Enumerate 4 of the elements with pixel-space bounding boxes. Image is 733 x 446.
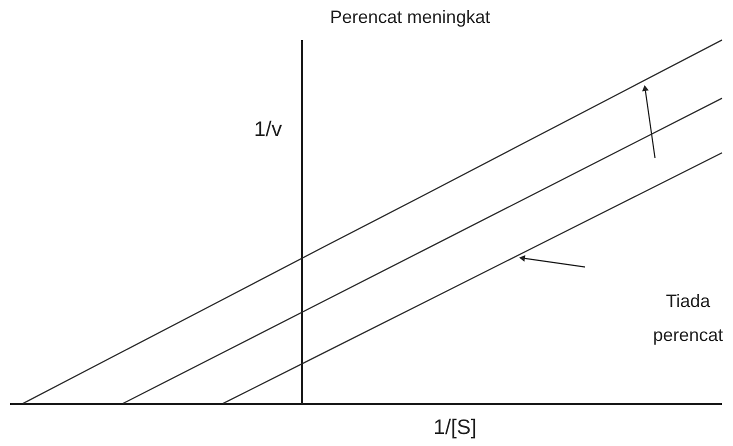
text: Perencat meningkat bbox=[330, 7, 490, 27]
annotation: Tiada perencat bbox=[652, 291, 724, 345]
y-axis-title: 1/v bbox=[254, 118, 283, 141]
x-axis-title: 1/[S] bbox=[433, 416, 477, 439]
